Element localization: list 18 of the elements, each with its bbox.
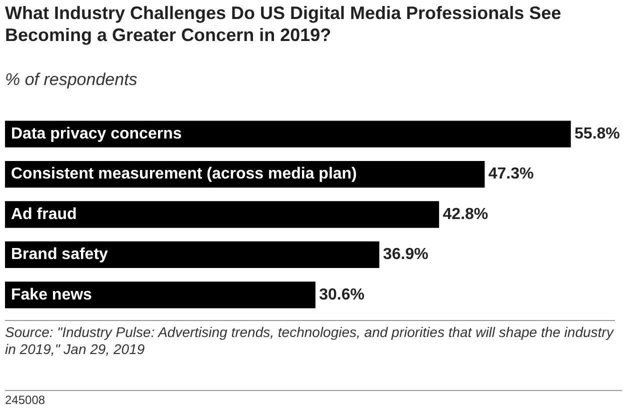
y-tick-label: Fake news — [11, 286, 92, 304]
data-label: 47.3% — [488, 166, 534, 183]
chart-subtitle: % of respondents — [5, 70, 138, 90]
bar — [5, 241, 380, 268]
source-note: Source: "Industry Pulse: Advertising trends, technologies, and priorities that will shape the industry in 2019," Jan 29, 2019 — [5, 320, 615, 358]
bar — [5, 282, 316, 308]
bar — [5, 201, 440, 228]
y-tick-label: Data privacy concerns — [11, 126, 182, 143]
y-tick-label: Brand safety — [11, 246, 108, 264]
chart-title: What Industry Challenges Do US Digital Media Professionals See Becoming a Greater Concern in 2019? — [5, 2, 562, 46]
data-label: 30.6% — [319, 286, 364, 304]
y-tick-label: Consistent measurement (across media plan) — [11, 166, 357, 183]
text: 245008 — [5, 390, 622, 407]
data-label: 42.8% — [442, 206, 488, 223]
data-label: 36.9% — [382, 246, 428, 264]
y-tick-label: Ad fraud — [11, 206, 77, 223]
bar — [5, 120, 571, 148]
data-label: 55.8% — [574, 126, 620, 143]
